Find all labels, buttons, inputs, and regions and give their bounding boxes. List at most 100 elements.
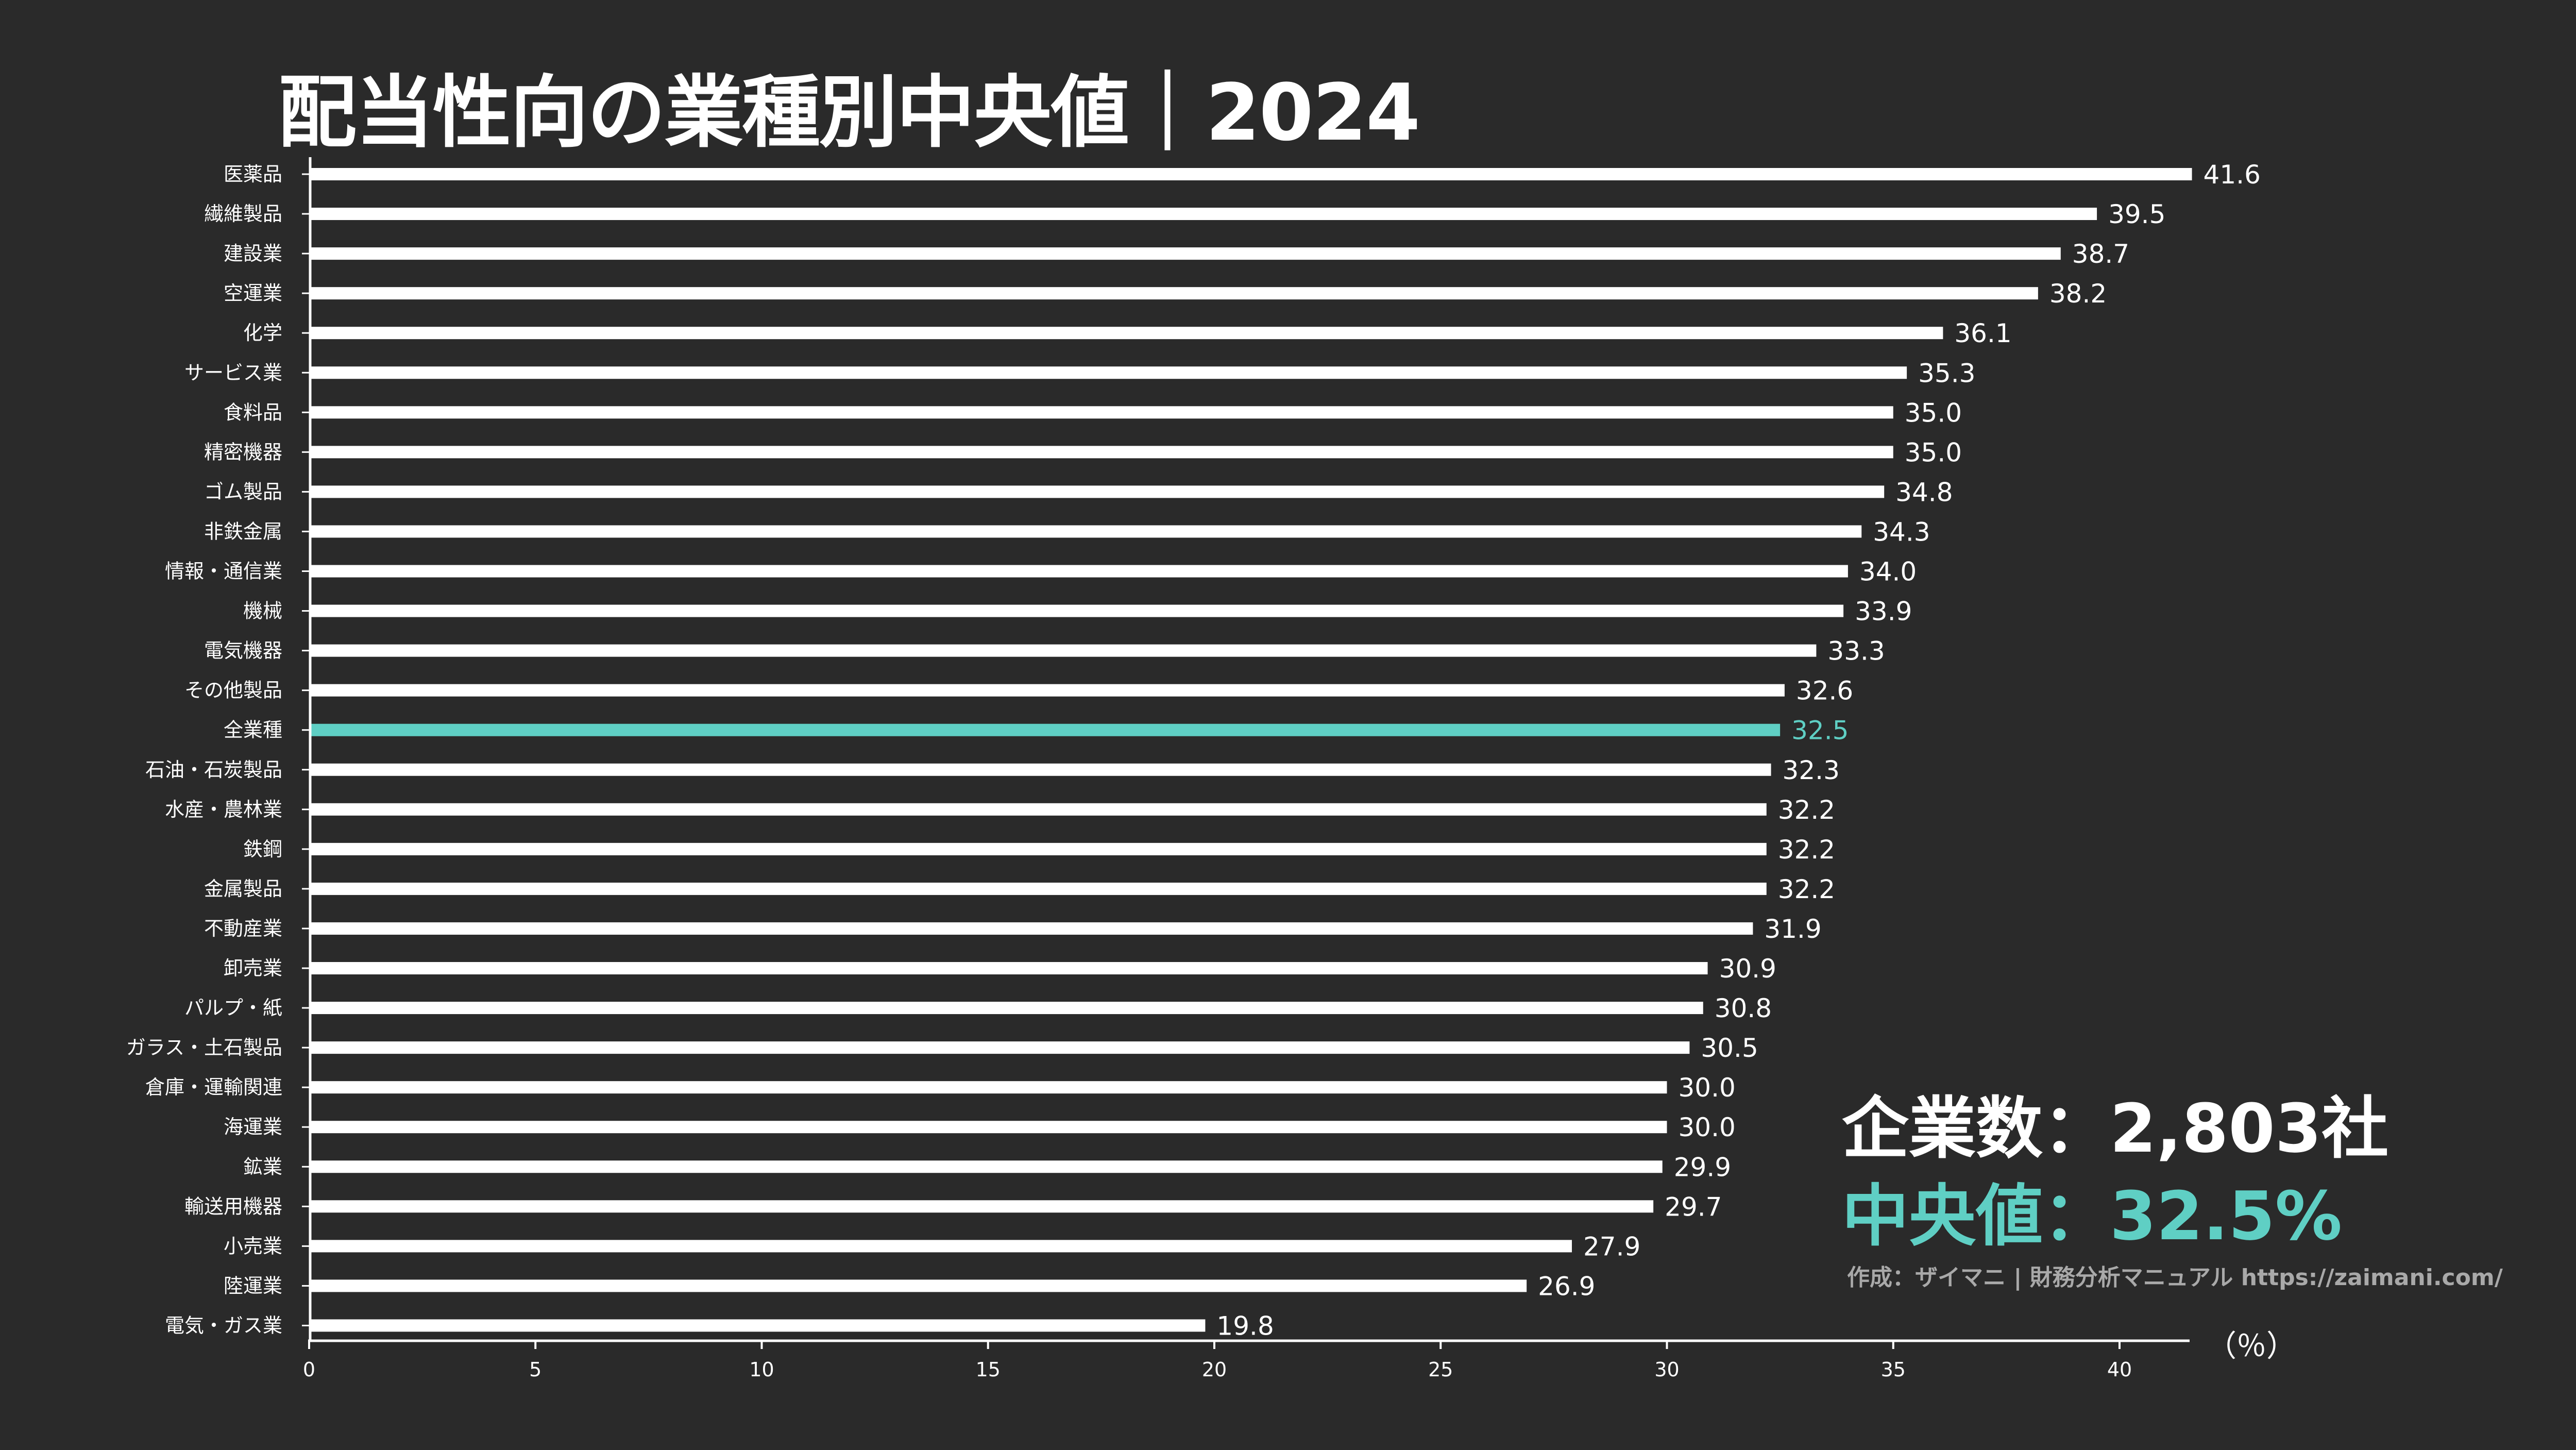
bar xyxy=(309,1121,1667,1134)
value-label: 33.3 xyxy=(1827,636,1885,666)
credit-text: 作成：ザイマニ | 財務分析マニュアル https://zaimani.com/ xyxy=(1847,1264,2503,1291)
x-tick-label: 0 xyxy=(303,1358,315,1381)
category-label: 医薬品 xyxy=(224,163,282,186)
x-tick-label: 15 xyxy=(976,1358,1001,1381)
category-label: 小売業 xyxy=(224,1235,282,1257)
bar xyxy=(309,962,1708,974)
bar xyxy=(309,1240,1572,1253)
value-label: 30.5 xyxy=(1701,1033,1758,1063)
bar xyxy=(309,287,2038,300)
category-label: 精密機器 xyxy=(204,441,282,463)
value-label: 32.6 xyxy=(1796,676,1853,706)
value-label: 29.7 xyxy=(1665,1192,1722,1222)
value-label: 30.0 xyxy=(1679,1112,1736,1142)
bar xyxy=(309,406,1893,419)
category-label: 全業種 xyxy=(224,719,282,741)
value-label: 30.9 xyxy=(1719,954,1776,984)
value-label: 39.5 xyxy=(2108,199,2165,229)
value-label: 41.6 xyxy=(2204,160,2261,190)
category-label: 鉱業 xyxy=(243,1155,282,1178)
category-label: 金属製品 xyxy=(204,878,282,900)
category-label: 海運業 xyxy=(224,1116,282,1138)
category-label: 情報・通信業 xyxy=(165,560,282,583)
bar xyxy=(309,644,1817,657)
value-label: 36.1 xyxy=(1954,318,2011,348)
bar xyxy=(309,327,1943,340)
bar xyxy=(309,366,1907,379)
bar xyxy=(309,1319,1206,1332)
value-label: 31.9 xyxy=(1764,914,1821,944)
bar xyxy=(309,1002,1703,1015)
category-label: 機械 xyxy=(243,600,282,622)
category-label: 水産・農林業 xyxy=(165,798,282,821)
bar xyxy=(309,604,1844,617)
category-label: パルプ・紙 xyxy=(184,997,282,1019)
bar xyxy=(309,1081,1667,1094)
category-label: サービス業 xyxy=(184,361,282,384)
x-tick-label: 20 xyxy=(1202,1358,1227,1381)
category-label: 食料品 xyxy=(224,401,282,424)
bar xyxy=(309,882,1767,895)
category-label: ガラス・土石製品 xyxy=(126,1036,282,1059)
value-label: 35.3 xyxy=(1918,358,1975,388)
value-label: 32.2 xyxy=(1778,795,1835,825)
bar xyxy=(309,922,1753,935)
value-label: 26.9 xyxy=(1538,1271,1595,1301)
value-label: 32.3 xyxy=(1783,755,1840,785)
value-label: 32.5 xyxy=(1791,716,1849,746)
category-label: 空運業 xyxy=(224,282,282,305)
x-tick-label: 5 xyxy=(529,1358,541,1381)
value-label: 33.9 xyxy=(1855,597,1912,627)
category-label: 倉庫・運輸関連 xyxy=(145,1076,282,1099)
value-label: 29.9 xyxy=(1674,1152,1731,1182)
x-tick-label: 10 xyxy=(749,1358,774,1381)
x-tick-label: 25 xyxy=(1428,1358,1453,1381)
category-label: 繊維製品 xyxy=(204,203,282,225)
bar xyxy=(309,723,1781,736)
category-label: 電気機器 xyxy=(204,639,282,662)
chart-title: 配当性向の業種別中央値｜2024 xyxy=(278,67,1420,158)
bar xyxy=(309,684,1785,697)
value-label: 30.8 xyxy=(1715,993,1772,1023)
value-label: 35.0 xyxy=(1905,437,1962,467)
category-label: 陸運業 xyxy=(224,1274,282,1297)
value-label: 38.2 xyxy=(2049,279,2107,309)
value-label: 35.0 xyxy=(1905,398,1962,428)
category-label: 輸送用機器 xyxy=(184,1195,282,1218)
bar xyxy=(309,1041,1690,1054)
bars-layer xyxy=(309,168,2192,1332)
value-label: 34.8 xyxy=(1895,477,1953,507)
x-axis-unit: （％） xyxy=(2207,1328,2297,1363)
bar xyxy=(309,1160,1663,1173)
x-axis: 0 5 10 15 20 25 30 35 40 xyxy=(302,157,2190,1381)
labels-layer: 医薬品 41.6 繊維製品 39.5 建設業 38.7 空運業 38.2 化学 36.1 サービス業… xyxy=(126,160,2261,1341)
bar xyxy=(309,208,2097,221)
bar xyxy=(309,485,1885,498)
bar xyxy=(309,168,2192,180)
bar xyxy=(309,247,2061,260)
value-label: 38.7 xyxy=(2072,239,2129,269)
median-value: 中央値：32.5% xyxy=(1842,1177,2343,1255)
category-label: 不動産業 xyxy=(204,917,282,940)
value-label: 19.8 xyxy=(1216,1311,1274,1341)
bar xyxy=(309,446,1893,459)
x-tick-label: 40 xyxy=(2107,1358,2132,1381)
category-label: 石油・石炭製品 xyxy=(145,758,282,781)
bar xyxy=(309,763,1771,776)
value-label: 34.3 xyxy=(1873,517,1930,547)
bar xyxy=(309,842,1767,855)
category-label: 非鉄金属 xyxy=(204,520,282,543)
bar xyxy=(309,565,1848,578)
category-label: 電気・ガス業 xyxy=(165,1314,282,1337)
category-label: 卸売業 xyxy=(224,957,282,980)
bar xyxy=(309,525,1862,538)
category-label: 鉄鋼 xyxy=(243,838,282,861)
value-label: 30.0 xyxy=(1679,1073,1736,1103)
value-label: 27.9 xyxy=(1583,1232,1640,1261)
x-tick-label: 35 xyxy=(1881,1358,1906,1381)
x-tick-label: 30 xyxy=(1654,1358,1679,1381)
category-label: その他製品 xyxy=(184,679,282,702)
value-label: 32.2 xyxy=(1778,835,1835,865)
bar xyxy=(309,1279,1527,1292)
